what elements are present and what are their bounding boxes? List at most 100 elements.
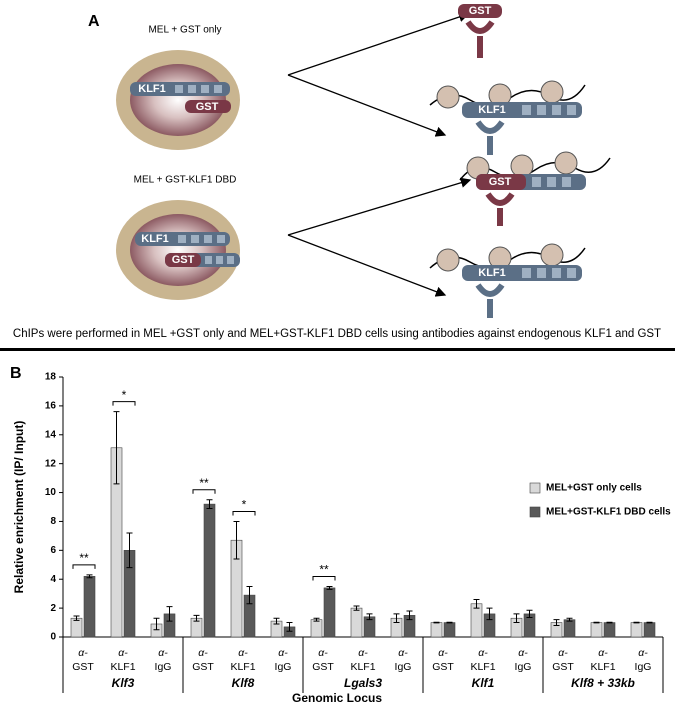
- y-tick-label: 12: [45, 458, 57, 469]
- error-bar: [353, 605, 360, 611]
- x-tick-label-line: α-: [198, 647, 208, 659]
- x-tick-label-line: α-: [598, 647, 608, 659]
- x-tick-label-line: α-: [438, 647, 448, 659]
- legend-swatch: [529, 482, 541, 494]
- error-bar: [246, 585, 253, 605]
- caption: ChIPs were performed in MEL +GST only an…: [13, 328, 661, 340]
- x-tick-label-line: α-: [478, 647, 488, 659]
- x-tick-label-line: α-: [358, 647, 368, 659]
- error-bar: [273, 617, 280, 625]
- x-tick-label: α- GST: [192, 647, 214, 673]
- x-tick-label-line: GST: [432, 661, 454, 673]
- error-bar: [113, 411, 120, 485]
- complex: GST: [459, 151, 611, 226]
- error-bar: [126, 532, 133, 569]
- x-tick-label-line: α-: [158, 647, 168, 659]
- error-bar: [593, 621, 600, 624]
- protein-label: KLF1: [478, 104, 506, 116]
- x-tick-label-line: GST: [72, 661, 94, 673]
- error-bar: [193, 614, 200, 622]
- x-tick-label-line: GST: [312, 661, 334, 673]
- x-tick-label-line: α-: [518, 647, 528, 659]
- significance-label: **: [199, 476, 209, 490]
- bar: [310, 619, 323, 638]
- error-bar: [553, 619, 560, 626]
- x-tick-label: α- KLF1: [590, 647, 615, 673]
- x-tick-label-line: IgG: [275, 661, 292, 673]
- x-tick-label: α- IgG: [395, 647, 412, 673]
- bar: [470, 603, 483, 638]
- error-bar: [406, 610, 413, 621]
- bar: [350, 607, 363, 638]
- panel-label: A: [88, 13, 100, 30]
- x-tick-label: α- KLF1: [230, 647, 255, 673]
- x-tick-label: α- GST: [552, 647, 574, 673]
- x-tick-label-line: IgG: [515, 661, 532, 673]
- legend-label: MEL+GST-KLF1 DBD cells: [546, 507, 671, 518]
- bar: [590, 622, 603, 638]
- complex: GST: [458, 4, 502, 58]
- protein-label: GST: [172, 254, 195, 266]
- group-label: Klf8: [232, 676, 255, 690]
- error-bar: [433, 621, 440, 624]
- y-tick-label: 6: [50, 545, 56, 556]
- bar: [203, 503, 216, 638]
- error-bar: [326, 585, 333, 590]
- x-tick-label-line: GST: [552, 661, 574, 673]
- x-tick-label-line: α-: [398, 647, 408, 659]
- panel-b: B Relative enrichment (IP/ Input) Genomi…: [10, 365, 382, 705]
- protein-label: GST: [196, 101, 219, 113]
- significance-label: *: [242, 498, 247, 512]
- x-tick-label: α- KLF1: [470, 647, 495, 673]
- significance-bracket: [192, 489, 216, 494]
- x-tick-label: α- GST: [72, 647, 94, 673]
- x-tick-label-line: α-: [638, 647, 648, 659]
- x-tick-label: α- KLF1: [350, 647, 375, 673]
- bar: [430, 622, 443, 638]
- protein-label: KLF1: [478, 267, 506, 279]
- x-tick-label: α- GST: [312, 647, 334, 673]
- cell-title: MEL + GST-KLF1 DBD: [134, 175, 237, 186]
- significance-bracket: [312, 575, 336, 581]
- error-bar: [166, 606, 173, 622]
- group-label: Lgals3: [344, 676, 382, 690]
- bar: [563, 619, 576, 638]
- x-tick-label: α- KLF1: [110, 647, 135, 673]
- x-tick-label-line: α-: [78, 647, 88, 659]
- x-tick-label: α- IgG: [155, 647, 172, 673]
- y-tick-label: 18: [45, 372, 57, 383]
- bar: [603, 622, 616, 638]
- x-tick-label-line: KLF1: [590, 661, 615, 673]
- x-tick-label-line: KLF1: [110, 661, 135, 673]
- y-tick-label: 8: [50, 516, 56, 527]
- group-label: Klf1: [472, 676, 495, 690]
- error-bar: [606, 621, 613, 624]
- error-bar: [646, 621, 653, 624]
- error-bar: [86, 574, 93, 579]
- x-tick-label-line: α-: [318, 647, 328, 659]
- error-bar: [566, 617, 573, 622]
- bar: [443, 622, 456, 638]
- error-bar: [486, 607, 493, 621]
- x-tick-label-line: α-: [238, 647, 248, 659]
- bar: [323, 587, 336, 638]
- error-bar: [286, 622, 293, 632]
- complex: KLF1: [429, 243, 586, 318]
- complex: KLF1: [429, 80, 586, 155]
- x-tick-label-line: α-: [118, 647, 128, 659]
- x-tick-label-line: KLF1: [230, 661, 255, 673]
- error-bar: [206, 499, 213, 509]
- y-tick-label: 14: [45, 429, 57, 440]
- panel-label: B: [10, 365, 22, 382]
- protein-label: KLF1: [138, 83, 166, 95]
- nucleus: [130, 214, 226, 286]
- x-tick-label-line: IgG: [155, 661, 172, 673]
- error-bar: [313, 617, 320, 622]
- bar: [643, 622, 656, 638]
- error-bar: [473, 598, 480, 609]
- protein-label: KLF1: [141, 233, 169, 245]
- bar: [70, 617, 83, 638]
- error-bar: [513, 613, 520, 624]
- legend-swatch: [529, 506, 541, 518]
